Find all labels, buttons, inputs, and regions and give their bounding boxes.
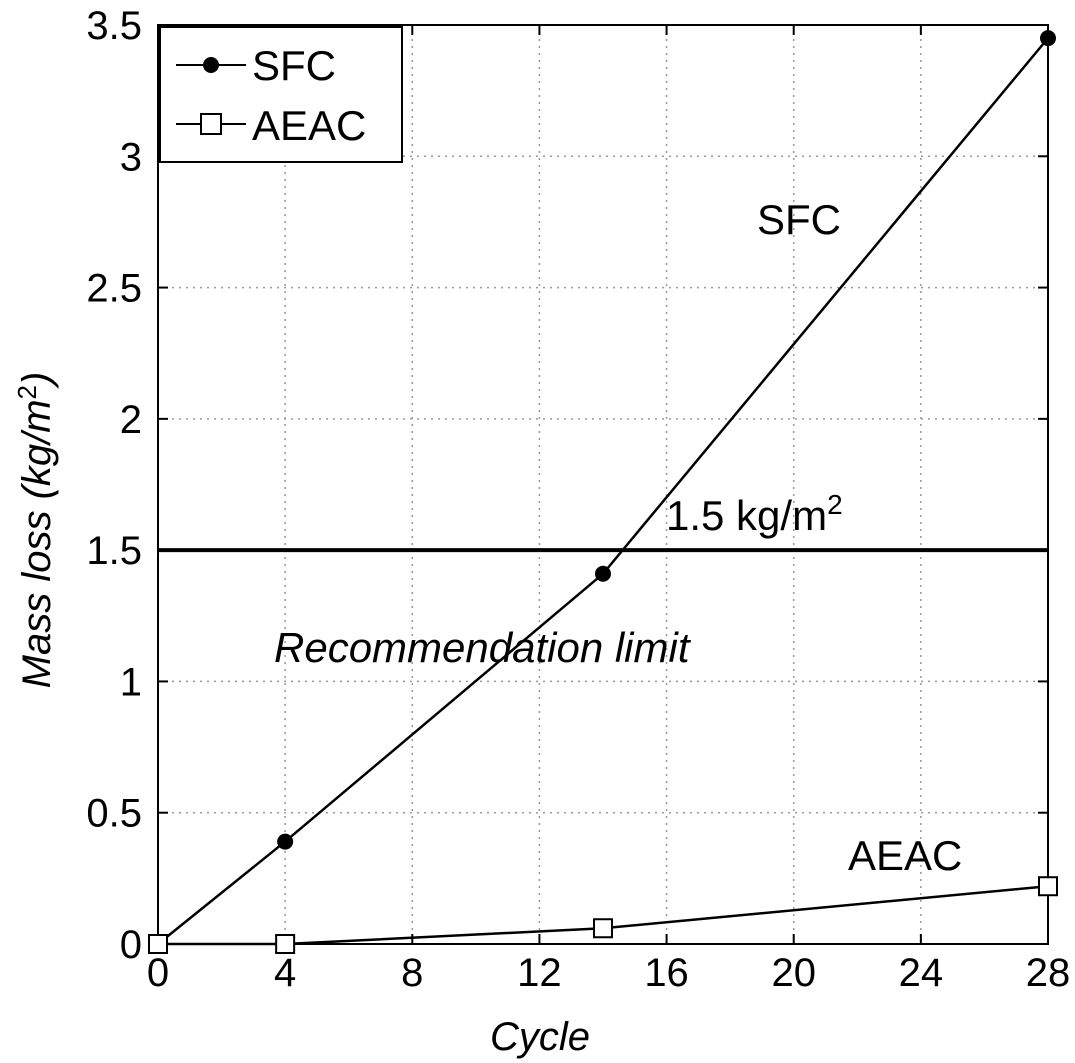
y-axis-label-superscript: 2: [12, 385, 42, 399]
annotation-sfc: SFC: [757, 196, 841, 243]
x-tick-label: 4: [274, 951, 296, 995]
y-axis-label-suffix: ): [15, 372, 59, 389]
legend-marker-aeac: [200, 113, 222, 135]
annotation-recommendation-limit: Recommendation limit: [274, 624, 692, 671]
x-tick-label: 12: [517, 951, 562, 995]
plot-frame: [157, 24, 1049, 945]
data-point-aeac: [275, 934, 296, 954]
reference-line-label-superscript: 2: [827, 489, 843, 520]
y-tick-label: 1.5: [86, 529, 142, 573]
data-point-sfc: [277, 833, 294, 850]
y-tick-label: 2.5: [86, 267, 142, 311]
y-tick-label: 3: [120, 135, 142, 179]
annotation-aeac: AEAC: [848, 832, 962, 879]
reference-line-label-text: 1.5 kg/m: [666, 492, 827, 539]
x-tick-label: 24: [899, 951, 944, 995]
y-tick-label: 1: [120, 660, 142, 704]
data-point-aeac: [593, 918, 613, 939]
y-tick-label: 3.5: [86, 4, 142, 48]
legend-marker-sfc: [203, 57, 219, 73]
x-tick-label: 16: [644, 951, 689, 995]
y-axis-label-text: Mass loss (kg/m: [15, 399, 59, 688]
y-tick-label: 0: [120, 923, 142, 967]
series-line-aeac: [158, 884, 1049, 946]
legend-label-sfc: SFC: [252, 42, 336, 89]
series-line-sfc: [157, 37, 1049, 945]
legend-label-aeac: AEAC: [252, 102, 366, 149]
reference-line-label: 1.5 kg/m2: [666, 489, 843, 539]
data-point-sfc: [595, 565, 611, 582]
y-tick-label: 2: [120, 398, 142, 442]
x-tick-label: 28: [1026, 951, 1071, 995]
data-point-sfc: [1040, 30, 1056, 47]
series-aeac: [148, 876, 1058, 954]
legend-box: [159, 26, 403, 163]
axis-ticks: 0 4 8 12 16 20 24 28 0 0.5 1 1.5 2 2.5 3 3.5: [86, 4, 1070, 995]
x-tick-label: 20: [771, 951, 816, 995]
series-group: [148, 30, 1058, 954]
x-axis-label: Cycle: [490, 1015, 590, 1059]
x-tick-label: 0: [147, 951, 169, 995]
data-point-aeac: [148, 934, 168, 954]
y-axis-label: Mass loss (kg/m2): [12, 372, 59, 689]
x-tick-label: 8: [401, 951, 423, 995]
legend: SFC AEAC: [159, 26, 403, 163]
y-tick-label: 0.5: [86, 792, 142, 836]
series-sfc: [150, 30, 1056, 952]
data-point-aeac: [1038, 876, 1058, 897]
